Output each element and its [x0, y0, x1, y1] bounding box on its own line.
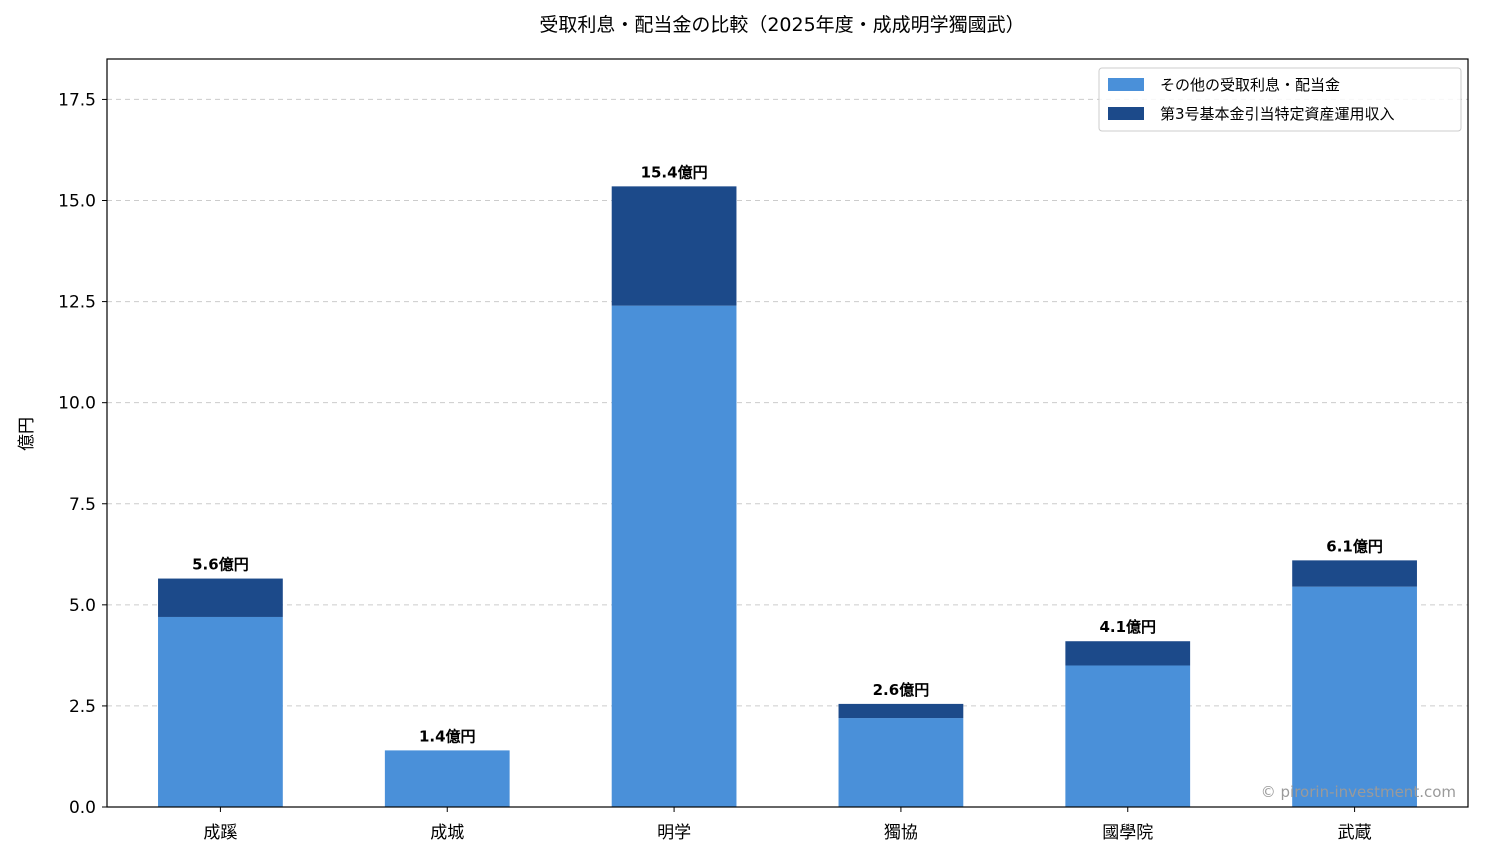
chart-title: 受取利息・配当金の比較（2025年度・成成明学獨國武） — [539, 14, 1024, 36]
axes: 0.0 2.5 5.0 7.5 10.0 12.5 15.0 17.5 成蹊 成城 明学 獨協 國學院 武… — [58, 90, 1371, 843]
bars — [158, 186, 1417, 807]
y-tick-label: 0.0 — [69, 798, 96, 818]
bar-segment-series-0 — [1065, 665, 1191, 807]
y-tick-label: 15.0 — [58, 192, 96, 212]
x-tick-label: 成城 — [430, 823, 464, 843]
x-tick-label: 國學院 — [1102, 823, 1153, 843]
x-tick-label: 獨協 — [884, 823, 918, 843]
bar-segment-series-1 — [1292, 560, 1417, 587]
bar-segment-series-1 — [1065, 641, 1191, 666]
bar-segment-series-0 — [384, 750, 510, 807]
bar-segment-series-0 — [1292, 586, 1417, 807]
total-labels: 5.6億円 1.4億円 15.4億円 2.6億円 4.1億円 6.1億円 — [192, 163, 1383, 745]
bar-total-label: 5.6億円 — [192, 556, 249, 574]
x-tick-label: 武蔵 — [1338, 823, 1372, 843]
y-tick-label: 10.0 — [58, 394, 96, 414]
legend-label: 第3号基本金引当特定資産運用収入 — [1160, 105, 1395, 123]
y-tick-label: 17.5 — [58, 90, 96, 110]
y-tick-label: 5.0 — [69, 596, 96, 616]
bar-total-label: 15.4億円 — [641, 163, 708, 181]
y-tick-label: 12.5 — [58, 293, 96, 313]
bar-total-label: 2.6億円 — [873, 681, 930, 699]
bar-segment-series-0 — [838, 718, 964, 807]
y-tick-label: 2.5 — [69, 697, 96, 717]
legend-label: その他の受取利息・配当金 — [1160, 76, 1340, 94]
bar-segment-series-1 — [158, 578, 283, 617]
x-tick-label: 明学 — [657, 823, 691, 843]
bar-total-label: 1.4億円 — [419, 727, 476, 745]
legend-swatch — [1108, 107, 1144, 120]
grid-lines — [107, 98, 1468, 707]
bar-segment-series-1 — [838, 703, 964, 719]
bar-segment-series-0 — [611, 305, 737, 807]
bar-total-label: 6.1億円 — [1326, 537, 1383, 555]
legend-box — [1098, 67, 1462, 132]
legend-swatch — [1108, 78, 1144, 91]
plot-frame — [106, 58, 1469, 808]
bar-segment-series-0 — [158, 616, 283, 807]
y-axis-label: 億円 — [17, 417, 37, 451]
y-tick-label: 7.5 — [69, 495, 96, 515]
x-tick-label: 成蹊 — [203, 823, 237, 843]
watermark: © pirorin-investment.com — [1261, 783, 1456, 801]
bar-total-label: 4.1億円 — [1099, 618, 1156, 636]
bar-segment-series-1 — [611, 186, 737, 306]
